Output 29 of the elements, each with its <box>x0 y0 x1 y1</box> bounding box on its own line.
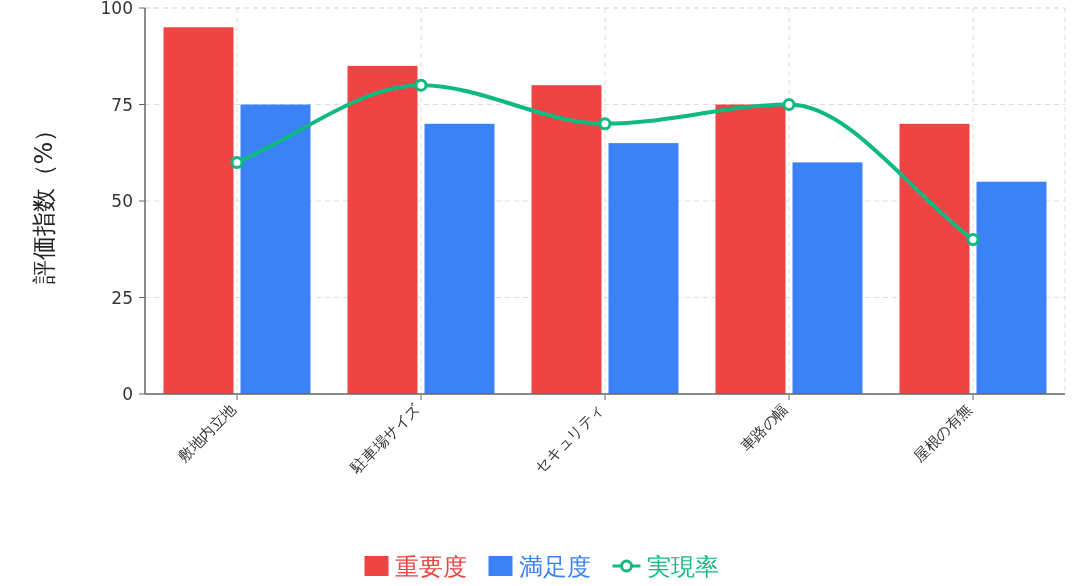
point <box>414 78 428 92</box>
point <box>966 233 980 247</box>
y-tick-label: 0 <box>122 384 133 404</box>
x-tick-label: 車路の幅 <box>736 400 792 456</box>
bar <box>715 104 786 394</box>
legend-label: 満足度 <box>518 553 591 581</box>
point <box>598 117 612 131</box>
y-tick-label: 25 <box>111 287 133 308</box>
x-tick-label: 敷地内立地 <box>174 400 240 466</box>
y-tick-label: 50 <box>111 191 133 211</box>
bar <box>899 123 970 394</box>
bar <box>531 85 602 394</box>
bar <box>424 123 495 394</box>
point <box>230 155 244 169</box>
bar <box>792 162 863 394</box>
y-tick-label: 100 <box>100 0 133 18</box>
legend-label: 実現率 <box>646 553 719 581</box>
x-tick-label: セキュリティ <box>531 400 608 477</box>
y-axis-title: 評価指数（%） <box>30 117 58 285</box>
point <box>782 98 796 111</box>
bar <box>608 143 679 394</box>
x-tick-label: 屋根の有無 <box>910 400 976 466</box>
bar <box>163 27 234 394</box>
x-tick-label: 駐車場サイズ <box>346 399 425 478</box>
bar <box>240 104 311 394</box>
y-tick-label: 75 <box>111 94 133 115</box>
bar <box>976 181 1047 394</box>
bar <box>347 65 418 394</box>
legend-label: 重要度 <box>394 553 467 581</box>
